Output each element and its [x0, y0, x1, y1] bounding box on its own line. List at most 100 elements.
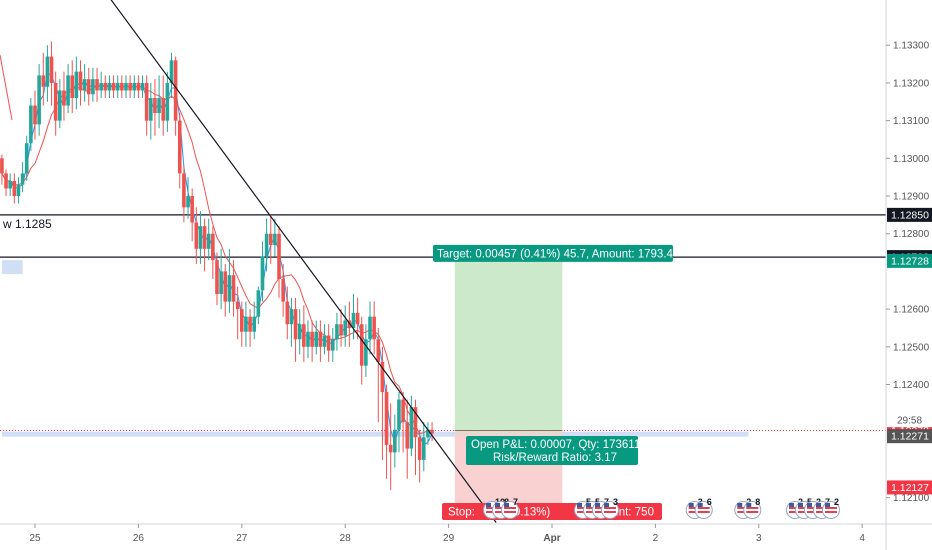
- event-group[interactable]: 28: [734, 497, 762, 519]
- long-position-tool[interactable]: [454, 260, 563, 510]
- candle: [120, 75, 124, 99]
- candle-body: [198, 226, 203, 249]
- candle: [384, 384, 389, 479]
- candle-body: [202, 226, 207, 249]
- us-flag-stripe: [586, 507, 599, 509]
- candle-body: [302, 324, 306, 347]
- candle: [339, 309, 343, 347]
- candle: [401, 392, 405, 453]
- price-tag-bg: [887, 429, 932, 444]
- us-flag-stripe: [806, 511, 819, 513]
- horizontal-line-label: w 1.1285: [2, 217, 52, 231]
- candle: [91, 67, 95, 102]
- candle-body: [256, 290, 261, 317]
- us-flag-stripe: [824, 511, 837, 513]
- candle: [314, 320, 319, 355]
- candle: [372, 301, 376, 355]
- candle-body: [277, 233, 281, 279]
- candle-body: [297, 324, 302, 340]
- candle: [330, 327, 335, 362]
- candle-body: [240, 309, 244, 332]
- us-flag-stripe: [504, 511, 517, 513]
- candle-body: [335, 324, 339, 340]
- candle: [33, 90, 37, 140]
- candle: [144, 75, 149, 136]
- candle: [103, 75, 108, 99]
- us-flag-stripe: [788, 511, 801, 513]
- trendline-line[interactable]: [104, 0, 497, 523]
- trendline[interactable]: [104, 0, 497, 523]
- candle-body: [264, 233, 269, 257]
- price-tag-label: 1.12127: [891, 482, 929, 494]
- candle: [297, 309, 302, 355]
- candle: [111, 75, 116, 99]
- economic-events[interactable]: 1087 5573 36 28 25272: [483, 497, 840, 519]
- candle: [20, 162, 25, 193]
- candle-body: [132, 82, 137, 91]
- highlight-zones: [1, 260, 749, 437]
- event-count: 8: [755, 497, 760, 507]
- candle-body: [314, 331, 319, 347]
- candle: [45, 45, 50, 102]
- candle: [293, 297, 298, 362]
- highlight-zone: [1, 431, 749, 437]
- us-flag-stripe: [495, 511, 508, 513]
- candle-body: [223, 271, 228, 302]
- candle-body: [0, 158, 4, 174]
- candle-body: [33, 105, 37, 125]
- candle: [115, 75, 120, 99]
- candle-body: [115, 82, 120, 91]
- price-tag-label: 1.12271: [891, 431, 929, 443]
- candle: [397, 392, 401, 453]
- candle: [355, 297, 360, 340]
- candle: [310, 320, 314, 362]
- stop-label-left: Stop:: [448, 507, 475, 519]
- y-tick-label: 1.13100: [893, 116, 930, 127]
- x-tick-label: 29: [443, 533, 455, 544]
- candle-body: [182, 173, 186, 208]
- candle-body: [91, 79, 95, 95]
- candle-body: [153, 98, 157, 114]
- candle-body: [66, 75, 70, 106]
- candle: [157, 75, 161, 129]
- candle-body: [401, 399, 405, 423]
- candle-body: [364, 339, 368, 366]
- x-tick-label: 2: [653, 533, 659, 544]
- us-flag-canton: [577, 503, 583, 507]
- candle-body: [103, 82, 108, 91]
- us-flag-canton: [746, 503, 752, 507]
- candle-body: [372, 316, 376, 340]
- candle-body: [12, 180, 17, 197]
- candle-body: [421, 437, 426, 460]
- candle-body: [4, 173, 8, 189]
- candle: [306, 320, 310, 359]
- event-group[interactable]: 1087: [483, 497, 520, 519]
- horizontal-lines[interactable]: w 1.1285: [0, 214, 886, 432]
- candle: [417, 429, 422, 483]
- event-group[interactable]: 25272: [785, 497, 840, 519]
- candle-body: [252, 316, 257, 332]
- candle-body: [99, 82, 103, 91]
- event-group[interactable]: 36: [685, 497, 713, 519]
- candle: [202, 218, 207, 272]
- candle-body: [289, 309, 294, 325]
- candle-body: [177, 120, 182, 174]
- us-flag-stripe: [688, 507, 701, 509]
- hline-price-tag-bg: [887, 207, 932, 222]
- us-flag-canton: [824, 503, 830, 507]
- candle-body: [235, 301, 240, 310]
- candle-body: [393, 429, 397, 453]
- event-group[interactable]: 5573: [574, 497, 620, 519]
- pnl-label-box: [466, 436, 638, 465]
- candle-body: [173, 60, 178, 121]
- candle-body: [206, 233, 211, 249]
- candle: [335, 312, 339, 351]
- candle-body: [405, 422, 410, 449]
- x-tick-label: 27: [236, 533, 248, 544]
- candles: [0, 41, 434, 491]
- candle: [70, 60, 75, 114]
- us-flag-stripe: [604, 507, 617, 509]
- candle-body: [136, 82, 141, 91]
- us-flag-canton: [495, 503, 501, 507]
